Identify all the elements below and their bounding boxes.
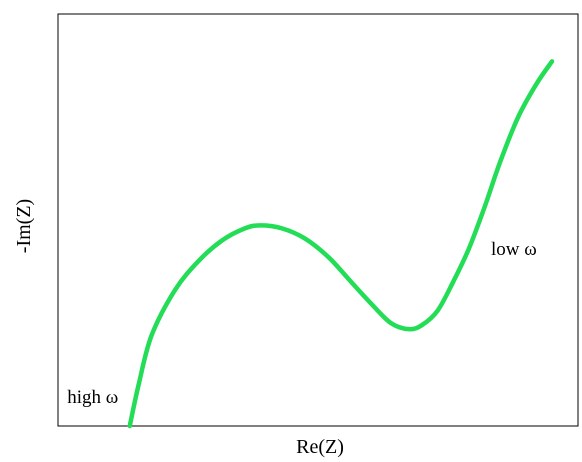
y-axis-label: -Im(Z) bbox=[13, 199, 35, 253]
annotations: high ω low ω bbox=[67, 239, 537, 408]
x-axis-label: Re(Z) bbox=[296, 436, 344, 458]
annotation-0: high ω bbox=[67, 387, 118, 408]
annotation-1: low ω bbox=[491, 239, 537, 260]
plot-frame bbox=[57, 13, 579, 427]
series-line-curve bbox=[127, 59, 555, 429]
